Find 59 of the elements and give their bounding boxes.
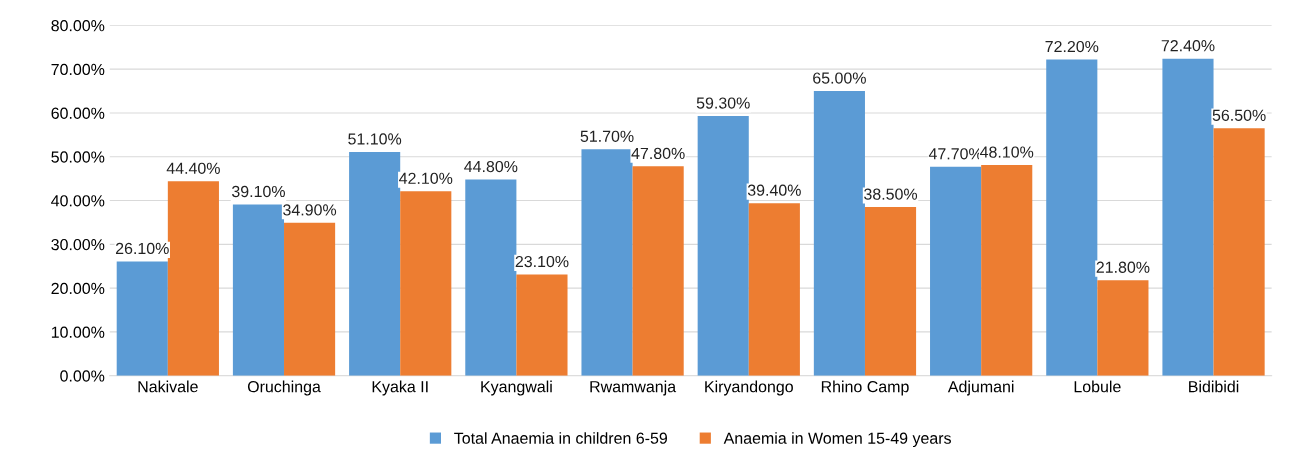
y-tick-label: 40.00% — [51, 195, 105, 207]
x-tick-label: Rwamwanja — [590, 380, 677, 396]
x-tick-label: Kiryandongo — [705, 380, 793, 396]
bar — [864, 207, 917, 376]
x-tick-label: Rhino Camp — [821, 380, 909, 396]
x-tick-label: Nakivale — [138, 380, 198, 393]
y-tick-label: 0.00% — [60, 370, 105, 382]
x-tick-label: Lobule — [1074, 380, 1121, 393]
x-tick-label: Adjumani — [947, 380, 1014, 396]
bar — [1213, 128, 1265, 376]
bar — [116, 261, 168, 376]
data-label: 51.10% — [348, 133, 402, 145]
y-tick-label: 10.00% — [51, 326, 105, 338]
bar — [813, 91, 865, 376]
bar — [1046, 59, 1098, 376]
bar — [632, 166, 684, 376]
data-label: 72.20% — [1045, 40, 1099, 53]
bar — [284, 222, 336, 376]
bar — [581, 149, 633, 376]
bar — [748, 203, 800, 376]
bar — [232, 204, 285, 376]
data-label: 65.00% — [813, 72, 866, 84]
bar — [1162, 58, 1214, 376]
data-label: 44.40% — [166, 162, 220, 174]
y-tick-label: 70.00% — [51, 63, 105, 76]
data-label: 51.70% — [580, 130, 634, 142]
bar — [516, 274, 568, 376]
bar — [981, 165, 1033, 376]
x-tick-label: Kyangwali — [481, 380, 552, 396]
x-tick-label: Kyaka II — [372, 380, 428, 396]
data-label: 39.10% — [231, 185, 285, 198]
data-label: 21.80% — [1096, 261, 1150, 273]
bar — [349, 151, 401, 376]
bar — [697, 116, 749, 376]
legend-label: Total Anaemia in children 6-59 — [454, 432, 668, 444]
y-tick-label: 80.00% — [51, 19, 105, 32]
y-tick-label: 30.00% — [51, 238, 105, 251]
data-label: 44.80% — [464, 160, 518, 173]
data-label: 26.10% — [115, 242, 169, 255]
data-label: 56.50% — [1212, 109, 1266, 121]
data-label: 47.80% — [631, 147, 685, 160]
bar — [465, 179, 517, 376]
data-label: 59.30% — [696, 97, 750, 109]
data-label: 72.40% — [1161, 40, 1215, 52]
data-label: 42.10% — [399, 172, 453, 185]
legend-label: Anaemia in Women 15-49 years — [723, 432, 951, 448]
data-label: 34.90% — [283, 204, 337, 216]
bar — [930, 166, 982, 376]
y-tick-label: 20.00% — [51, 282, 105, 295]
y-tick-label: 60.00% — [51, 107, 105, 119]
bar — [167, 181, 219, 376]
x-tick-label: Oruchinga — [247, 380, 321, 396]
x-tick-label: Bidibidi — [1189, 380, 1239, 393]
y-tick-label: 50.00% — [51, 151, 105, 163]
data-label: 39.40% — [747, 184, 801, 196]
data-label: 23.10% — [515, 255, 569, 268]
bar — [400, 191, 452, 376]
data-label: 38.50% — [864, 188, 918, 200]
bar — [1097, 280, 1149, 376]
